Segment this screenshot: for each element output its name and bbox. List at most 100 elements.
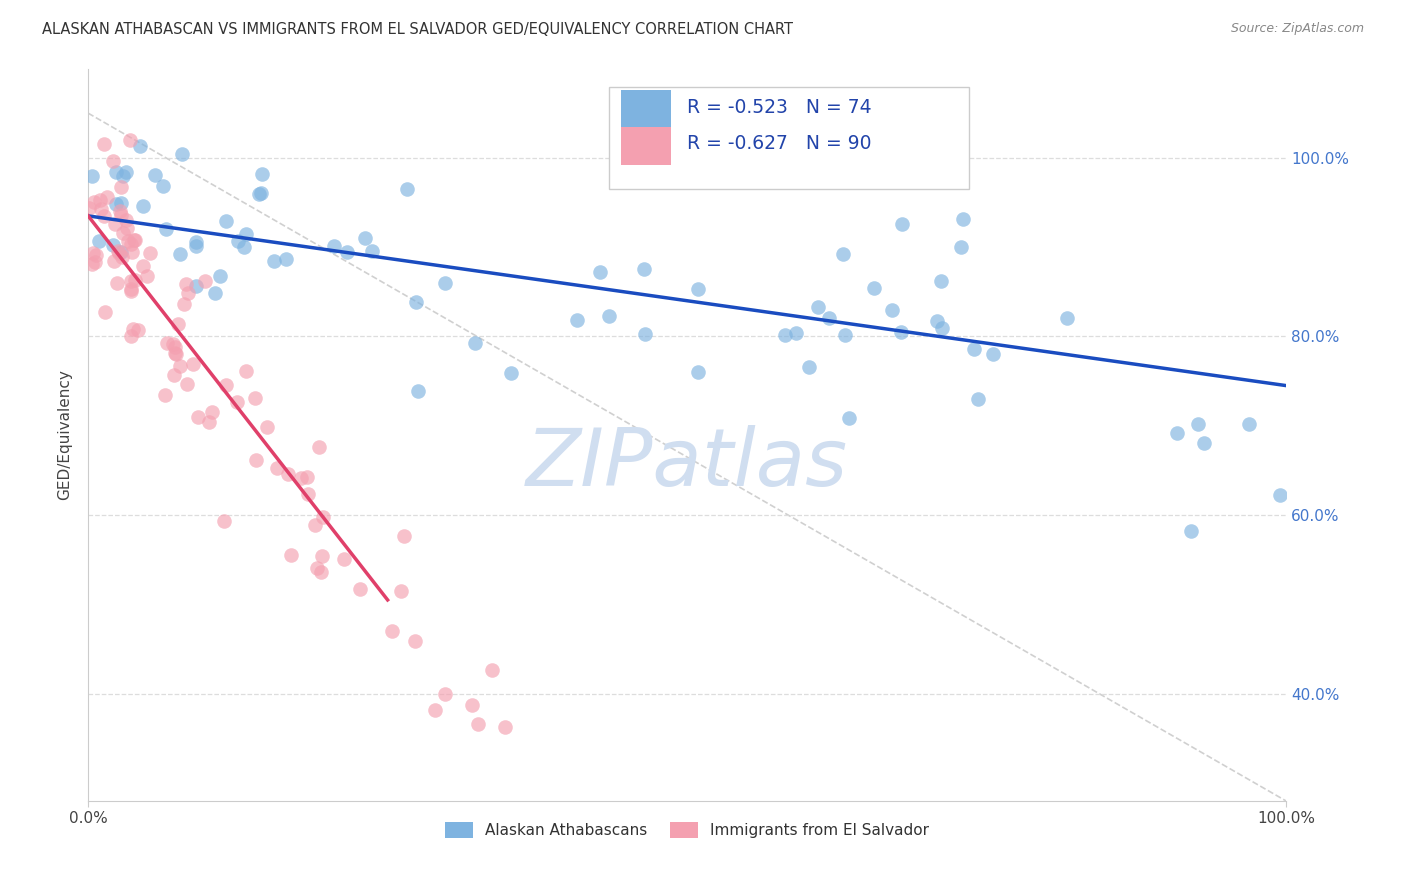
Point (404, 634, 426, 648)
Point (120, 284, 142, 298)
Point (304, 518, 326, 533)
Point (838, 411, 860, 425)
Point (467, 717, 489, 731)
Point (186, 278, 208, 293)
Point (831, 247, 853, 261)
Point (163, 346, 186, 360)
Point (396, 181, 419, 195)
Point (588, 265, 610, 279)
Point (423, 703, 446, 717)
Point (686, 283, 709, 297)
Point (249, 186, 271, 200)
Point (252, 167, 274, 181)
Point (153, 388, 176, 402)
FancyBboxPatch shape (621, 90, 672, 128)
Point (82, 245, 104, 260)
Point (129, 139, 152, 153)
Point (105, 165, 128, 179)
Point (634, 327, 657, 342)
Point (145, 168, 167, 182)
Point (389, 583, 412, 598)
FancyBboxPatch shape (621, 127, 672, 165)
Point (139, 246, 162, 260)
Point (194, 274, 217, 288)
Point (104, 217, 127, 231)
Point (308, 440, 330, 454)
Point (394, 529, 416, 543)
Point (120, 133, 142, 147)
Point (187, 410, 209, 425)
Point (1056, 310, 1078, 325)
Point (198, 415, 221, 429)
Point (336, 245, 359, 260)
Point (981, 346, 1004, 360)
Point (381, 624, 404, 638)
Point (165, 339, 187, 353)
Point (155, 335, 177, 350)
Point (461, 698, 484, 712)
Point (169, 246, 191, 260)
Point (817, 310, 839, 325)
Point (155, 221, 177, 235)
Point (263, 254, 285, 268)
Point (136, 268, 159, 283)
Point (307, 560, 329, 574)
Text: R = -0.627   N = 90: R = -0.627 N = 90 (688, 135, 872, 153)
Legend: Alaskan Athabascans, Immigrants from El Salvador: Alaskan Athabascans, Immigrants from El … (439, 816, 935, 845)
Point (406, 384, 429, 399)
Point (297, 487, 319, 501)
Point (103, 238, 125, 252)
Point (266, 461, 288, 475)
Text: ALASKAN ATHABASCAN VS IMMIGRANTS FROM EL SALVADOR GED/EQUIVALENCY CORRELATION CH: ALASKAN ATHABASCAN VS IMMIGRANTS FROM EL… (42, 22, 793, 37)
Point (117, 220, 139, 235)
Point (295, 470, 318, 484)
Point (1237, 417, 1260, 431)
Point (124, 233, 146, 247)
Point (87, 234, 110, 248)
Point (83, 255, 105, 269)
Point (405, 295, 427, 310)
Point (882, 302, 904, 317)
Point (82, 257, 104, 271)
Point (232, 240, 254, 254)
Point (111, 250, 134, 264)
Point (120, 328, 142, 343)
Point (114, 213, 136, 227)
Point (110, 245, 132, 260)
Point (103, 254, 125, 268)
Point (464, 335, 486, 350)
Point (354, 230, 377, 244)
Point (172, 146, 194, 161)
FancyBboxPatch shape (609, 87, 969, 189)
Point (176, 377, 198, 392)
Text: Source: ZipAtlas.com: Source: ZipAtlas.com (1230, 22, 1364, 36)
Point (165, 347, 187, 361)
Point (1268, 488, 1291, 502)
Point (173, 296, 195, 310)
Point (226, 234, 249, 248)
Point (201, 405, 224, 419)
Point (686, 365, 709, 379)
Point (332, 552, 354, 566)
Point (775, 328, 797, 343)
Point (952, 211, 974, 226)
Point (117, 234, 139, 248)
Point (124, 273, 146, 287)
Point (256, 420, 278, 434)
Point (925, 314, 948, 328)
Point (163, 368, 186, 382)
Point (167, 317, 190, 331)
Point (799, 359, 821, 374)
Point (247, 187, 270, 202)
Point (208, 268, 231, 283)
Point (80, 169, 103, 184)
Point (105, 196, 128, 211)
Point (931, 321, 953, 335)
Point (177, 286, 200, 301)
Point (215, 378, 238, 392)
Point (863, 281, 886, 295)
Point (132, 260, 155, 274)
Point (349, 582, 371, 596)
Point (204, 285, 226, 300)
Point (243, 392, 266, 406)
